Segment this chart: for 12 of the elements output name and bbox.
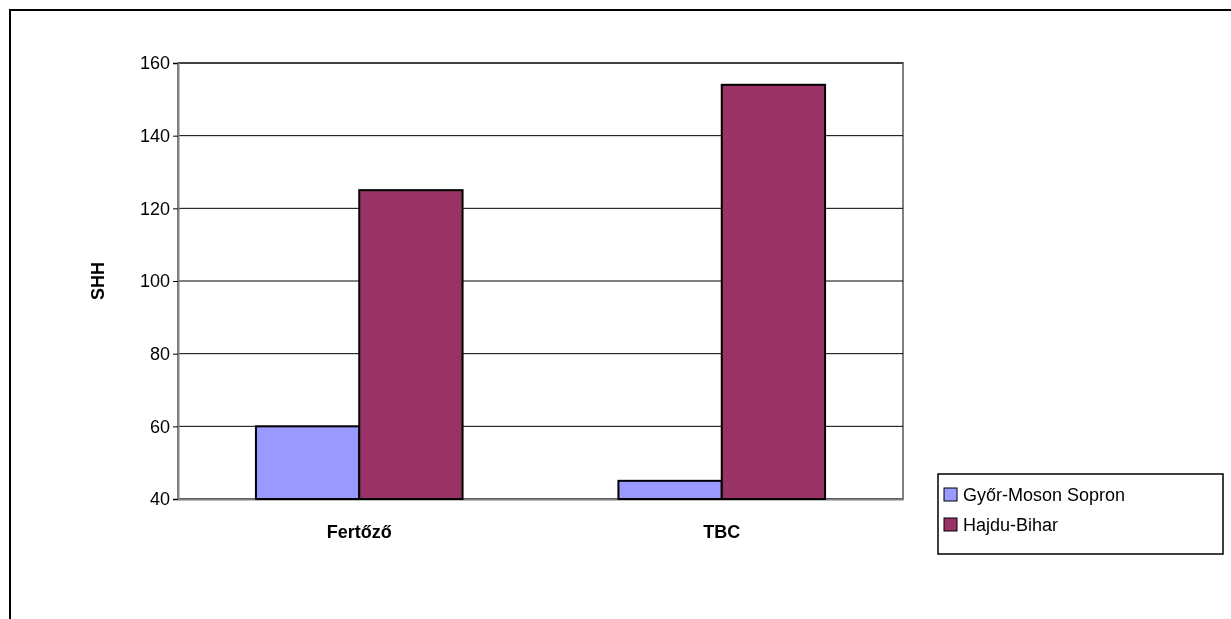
y-tick-label: 120 xyxy=(139,198,170,219)
y-tick-label: 160 xyxy=(139,53,170,74)
y-tick-label: 140 xyxy=(139,125,170,146)
legend-label: Győr-Moson Sopron xyxy=(963,485,1126,505)
x-tick-label: Fertőző xyxy=(326,521,392,542)
y-tick-label: 80 xyxy=(149,343,170,364)
legend-label: Hajdu-Bihar xyxy=(963,515,1059,535)
y-axis-title: SHH xyxy=(88,261,108,301)
y-tick-label: 100 xyxy=(139,271,170,292)
y-tick-label: 40 xyxy=(149,489,170,510)
y-tick-label: 60 xyxy=(149,416,170,437)
x-tick-label: TBC xyxy=(703,521,741,542)
